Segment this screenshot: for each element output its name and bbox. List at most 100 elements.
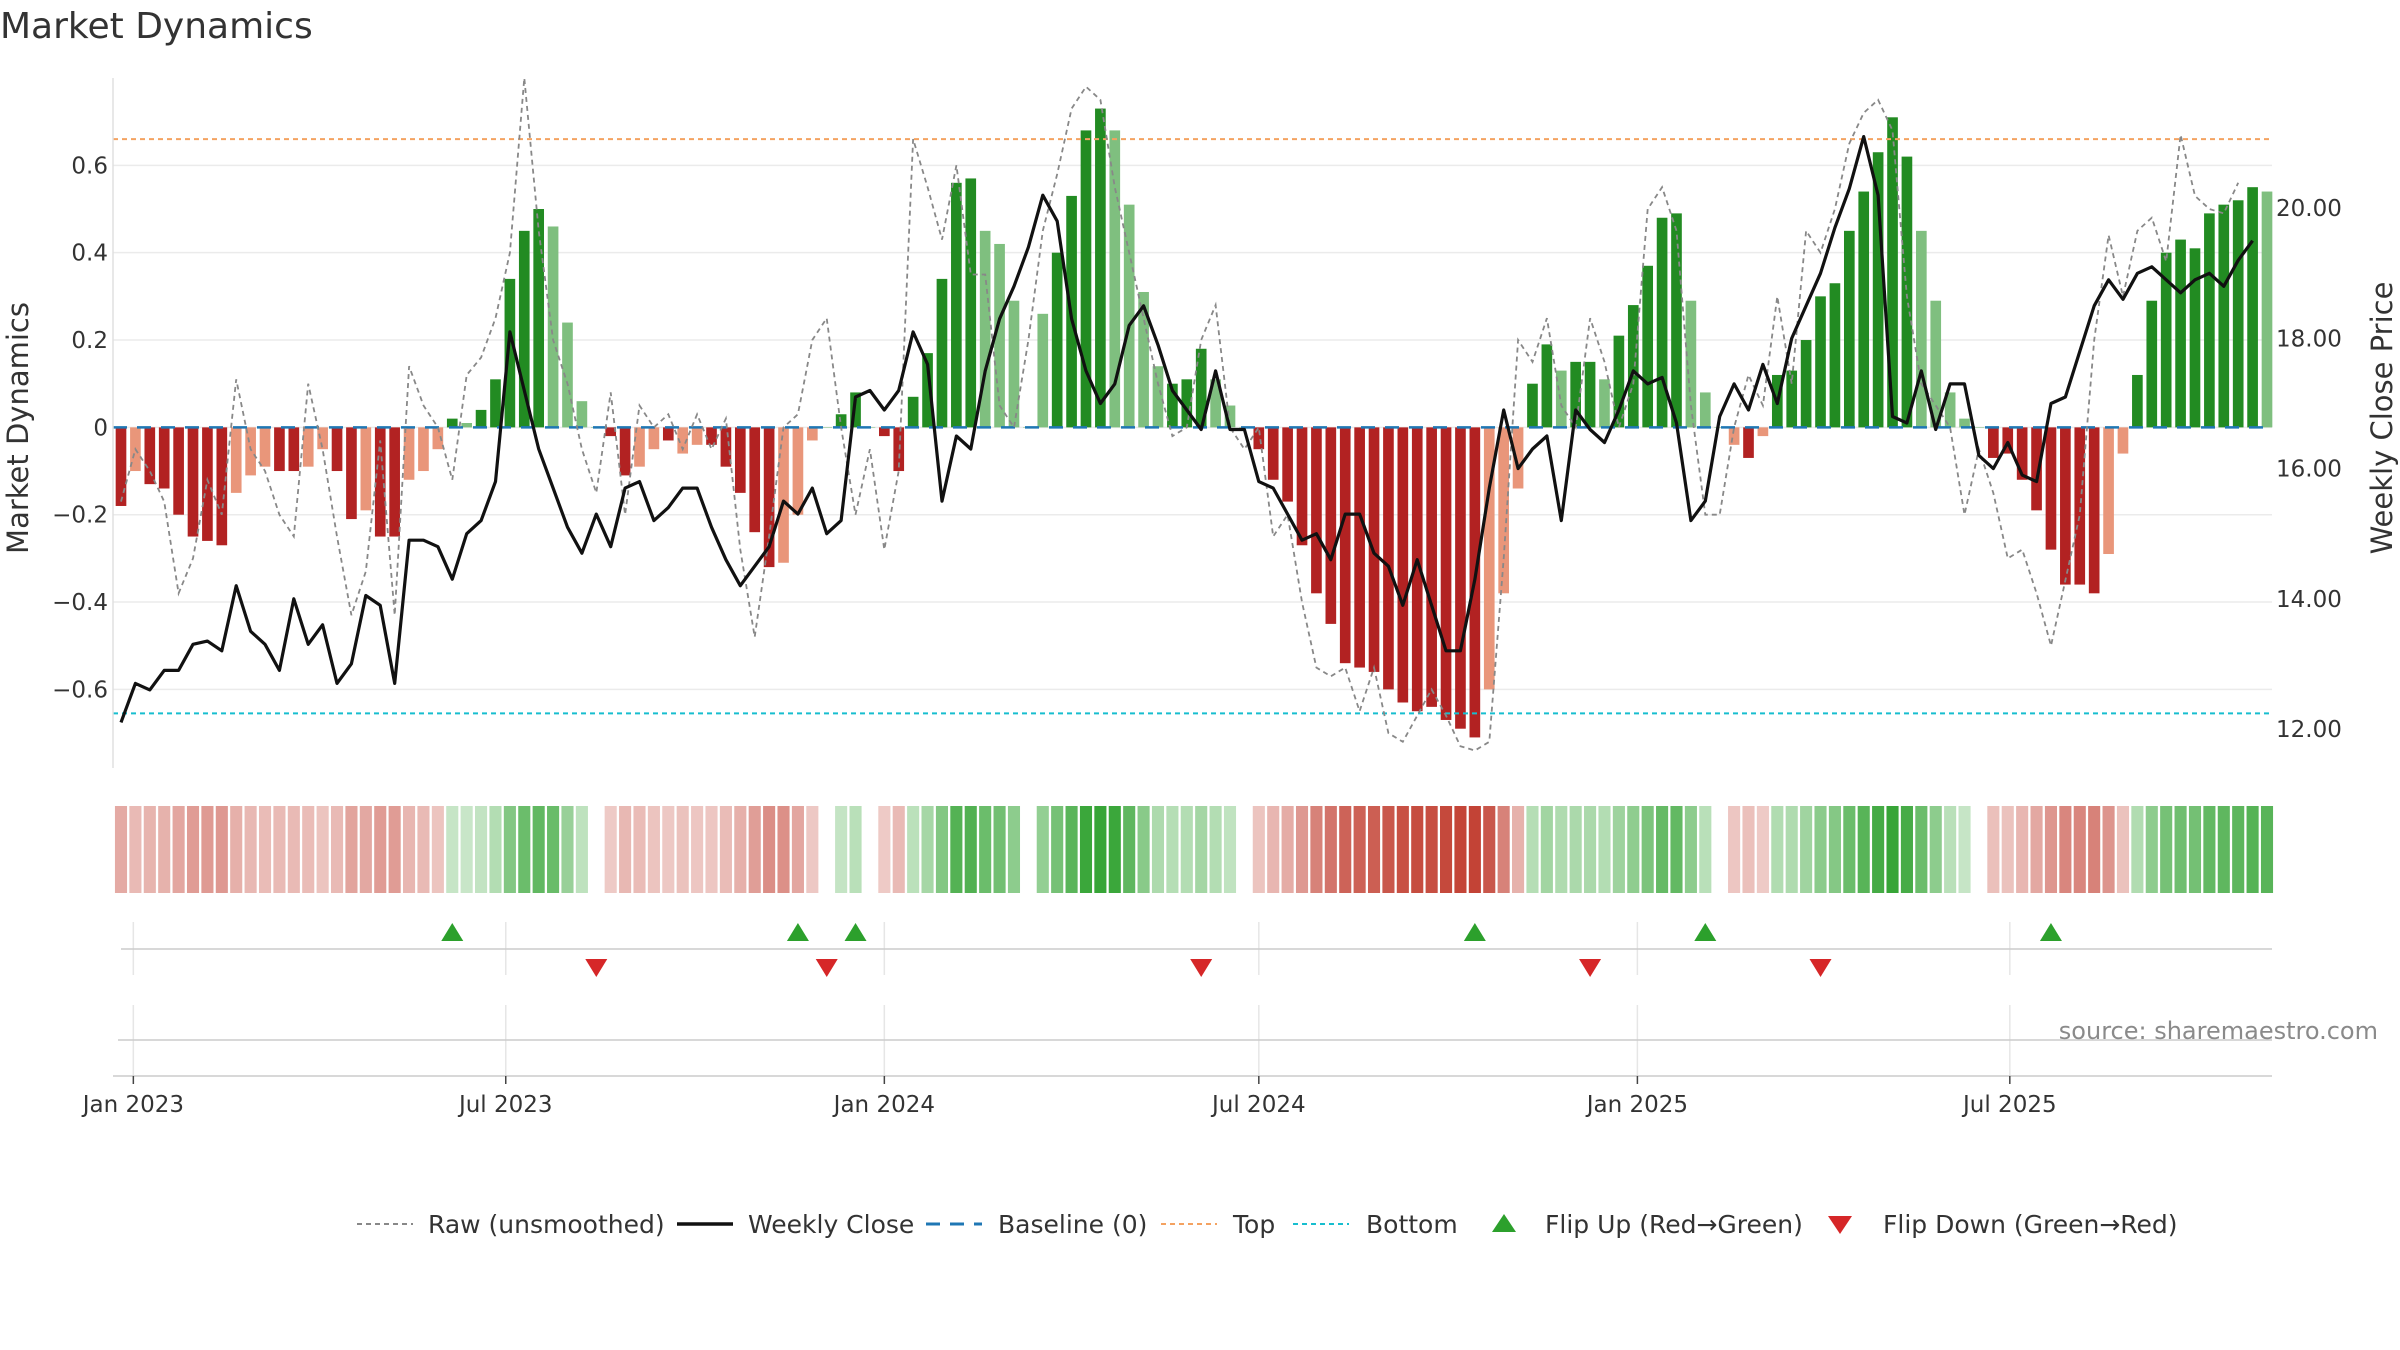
dynamics-bar — [1037, 313, 1049, 428]
regime-strip-cell — [1065, 806, 1078, 893]
regime-strip-cell — [518, 806, 531, 893]
dynamics-bar — [1555, 370, 1567, 428]
x-tick-label: Jan 2024 — [832, 1092, 935, 1118]
dynamics-bar — [2088, 427, 2100, 594]
dynamics-bar — [1008, 300, 1020, 428]
dynamics-bar — [2232, 200, 2244, 428]
bar-series — [115, 108, 2273, 738]
dynamics-bar — [1584, 361, 1596, 428]
dynamics-bar — [778, 427, 789, 563]
dynamics-bar — [922, 353, 933, 428]
regime-strip-cell — [1483, 806, 1496, 893]
dynamics-bar — [1887, 117, 1898, 428]
regime-strip-cell — [1094, 806, 1107, 893]
dynamics-bar — [461, 423, 472, 428]
regime-strip-cell — [2246, 806, 2259, 893]
regime-strip-cell — [1209, 806, 1222, 893]
flip-down-marker — [1190, 959, 1213, 977]
legend-item-label: Flip Up (Red→Green) — [1545, 1210, 1803, 1239]
dynamics-bar — [1858, 191, 1870, 428]
regime-strip-cell — [2217, 806, 2230, 893]
regime-strip-cell — [374, 806, 387, 893]
regime-strip-cell — [2131, 806, 2144, 893]
dynamics-bar — [1728, 427, 1740, 445]
regime-strip-cell — [1151, 806, 1165, 893]
dynamics-bar — [951, 182, 962, 428]
regime-strip-cell — [1569, 806, 1582, 893]
dynamics-bar — [1815, 296, 1826, 428]
regime-strip-cell — [2174, 806, 2187, 893]
regime-strip-cell — [1166, 806, 1179, 893]
flip-up-marker — [1463, 923, 1486, 941]
dynamics-bar — [2045, 427, 2057, 550]
dynamics-bar — [1930, 300, 1942, 428]
regime-strip-cell — [1684, 806, 1697, 893]
regime-strip-cell — [1699, 806, 1712, 893]
regime-strip-cell — [316, 806, 329, 893]
dynamics-bar — [821, 427, 833, 428]
regime-strip-cell — [604, 806, 617, 893]
chart-title: Market Dynamics — [0, 6, 313, 47]
regime-strip-cell — [835, 806, 848, 893]
y-right-tick-label: 16.00 — [2276, 457, 2342, 483]
dynamics-bar — [1051, 252, 1063, 428]
dynamics-bar — [259, 427, 271, 467]
regime-strip-cell — [359, 806, 372, 893]
dynamics-bar — [936, 278, 948, 428]
regime-strip-cell — [2145, 806, 2158, 893]
dynamics-bar — [1095, 108, 1106, 428]
regime-strip-cell — [2232, 806, 2245, 893]
regime-strip-cell — [1310, 806, 1323, 893]
regime-strip-cell — [532, 806, 545, 893]
flip-up-marker — [441, 923, 464, 941]
dynamics-bar — [2218, 204, 2230, 428]
x-axis: Jan 2023 Jul 2023 Jan 2024 Jul 2024 Jan 2025… — [81, 1076, 2057, 1118]
y-left-axis-label: Market Dynamics — [1, 302, 35, 554]
dynamics-bar — [1786, 370, 1798, 428]
regime-strip-cell — [748, 806, 761, 893]
dynamics-bar — [302, 427, 314, 467]
regime-strip-cell — [1756, 806, 1769, 893]
regime-strip-cell — [1180, 806, 1193, 893]
regime-strip-cell — [1857, 806, 1870, 893]
dynamics-bar — [1973, 427, 1985, 428]
dynamics-bar — [1642, 265, 1654, 428]
regime-strip-cell — [1382, 806, 1395, 893]
dynamics-bar — [2175, 239, 2186, 428]
regime-strip-cell — [1425, 806, 1438, 893]
x-tick-label: Jul 2025 — [1961, 1092, 2057, 1118]
dynamics-bar — [1599, 379, 1610, 428]
dynamics-bar — [1426, 427, 1437, 707]
regime-strip-cell — [1411, 806, 1424, 893]
dynamics-bar — [144, 427, 156, 485]
regime-strip-cell — [2030, 806, 2043, 893]
flip-up-marker — [2039, 923, 2062, 941]
dynamics-bar — [1411, 427, 1423, 712]
dynamics-bar — [158, 427, 170, 489]
legend-item-label: Baseline (0) — [998, 1210, 1147, 1239]
regime-strip-cell — [1728, 806, 1741, 893]
dynamics-bar — [1829, 283, 1841, 428]
legend-item-label: Weekly Close — [748, 1210, 914, 1239]
dynamics-bar — [2103, 427, 2114, 555]
dynamics-bar — [1296, 427, 1308, 546]
regime-strip-cell — [215, 806, 228, 893]
regime-strip-cell — [662, 806, 675, 893]
regime-strip-cell — [806, 806, 819, 893]
regime-strip-cell — [1281, 806, 1294, 893]
regime-strip-cell — [1800, 806, 1813, 893]
legend-item-label: Flip Down (Green→Red) — [1883, 1210, 2178, 1239]
dynamics-bar — [2117, 427, 2129, 454]
dynamics-bar — [403, 427, 415, 480]
regime-strip-cell — [475, 806, 488, 893]
dynamics-bar — [187, 427, 199, 537]
regime-strip-cell — [345, 806, 358, 893]
dynamics-bar — [1440, 427, 1452, 720]
regime-strip-cell — [1958, 806, 1971, 893]
dynamics-bar — [1080, 130, 1092, 428]
dynamics-bar — [374, 427, 386, 537]
regime-strip-cell — [1252, 806, 1265, 893]
regime-strip-cell — [258, 806, 272, 893]
dynamics-bar — [1944, 392, 1956, 428]
regime-strip-cell — [1324, 806, 1337, 893]
